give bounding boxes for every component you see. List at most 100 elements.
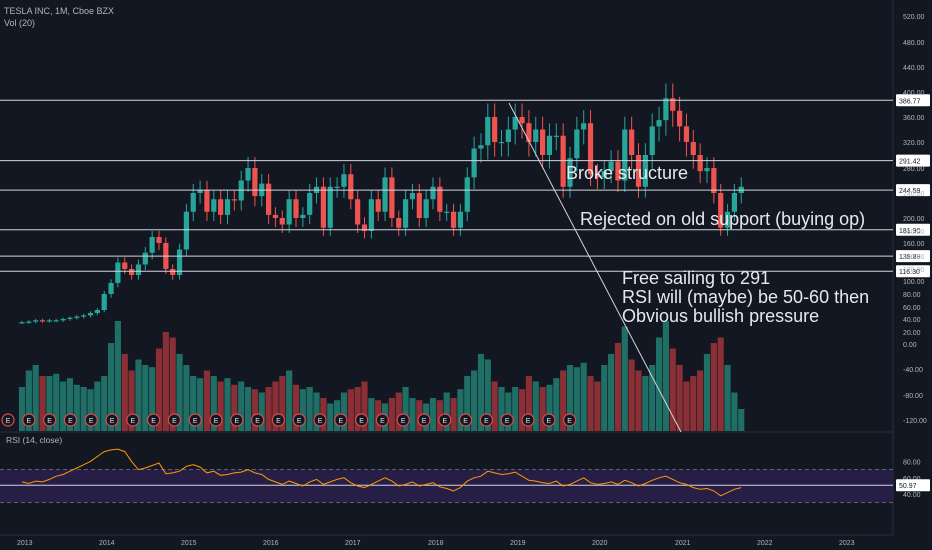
volume-bar [66, 378, 74, 431]
candle-body [375, 199, 381, 212]
earnings-icon[interactable]: E [355, 413, 369, 427]
earnings-icon[interactable]: E [521, 413, 535, 427]
time-axis-tick: 2015 [181, 540, 197, 547]
time-axis-tick: 2023 [839, 540, 855, 547]
price-axis-tick: 200.00 [903, 216, 925, 223]
earnings-icon[interactable]: E [292, 413, 306, 427]
earnings-icon[interactable]: E [105, 413, 119, 427]
earnings-icon[interactable]: E [438, 413, 452, 427]
level-price-tag [896, 184, 930, 197]
earnings-icon[interactable]: E [562, 413, 577, 427]
earnings-icon[interactable]: E [396, 413, 410, 427]
volume-bar [135, 359, 142, 431]
price-axis-tick: 160.00 [903, 241, 925, 248]
earnings-icon[interactable]: E [22, 413, 36, 427]
candle-body [341, 174, 347, 187]
candle-body [128, 269, 135, 275]
level-price-tag-text: 291.42 [899, 159, 921, 166]
time-axis-tick: 2020 [592, 540, 608, 547]
candle-body [156, 237, 162, 243]
volume-bar [518, 389, 526, 431]
candle-body [676, 110, 683, 127]
volume-bar [498, 387, 505, 431]
candle-body [265, 183, 272, 215]
candle-body [560, 135, 566, 187]
earnings-icon[interactable]: E [209, 413, 223, 427]
candle-body [46, 320, 53, 322]
volume-bar [457, 389, 464, 431]
volume-bar [690, 376, 697, 431]
volume-bar [491, 381, 498, 431]
candle-body [526, 123, 532, 142]
svg-text:E: E [567, 418, 572, 425]
volume-bar [594, 381, 601, 431]
volume-bar [443, 392, 450, 431]
earnings-icon[interactable]: E [459, 413, 473, 427]
time-axis-tick: 2016 [263, 540, 279, 547]
candle-body [204, 189, 210, 212]
earnings-icon[interactable]: E [188, 413, 202, 427]
earnings-icon[interactable]: E [417, 413, 431, 427]
candle-body [190, 193, 196, 212]
candle-body [505, 129, 511, 142]
earnings-icon[interactable]: E [42, 413, 57, 427]
volume-bar [80, 387, 87, 431]
earnings-icon[interactable]: E [542, 413, 556, 427]
earnings-icon[interactable]: E [84, 413, 98, 427]
earnings-icon[interactable]: E [167, 413, 181, 427]
candle-body [300, 214, 306, 218]
price-axis-tick: 320.00 [903, 140, 925, 147]
earnings-icon[interactable]: E [500, 413, 514, 427]
candle-body [272, 214, 279, 218]
candle-body [149, 237, 155, 253]
volume-bar [327, 403, 334, 431]
earnings-icon[interactable]: E [334, 413, 348, 427]
candle-body [279, 218, 285, 225]
candle-body [423, 199, 429, 218]
volume-bar [436, 400, 443, 431]
volume-bar [299, 389, 306, 431]
volume-bar [32, 365, 39, 431]
candle-body [60, 319, 66, 321]
earnings-icon[interactable]: E [147, 413, 161, 427]
volume-bar [217, 381, 224, 431]
volume-bar [539, 387, 546, 431]
earnings-icon[interactable]: E [375, 413, 389, 427]
rsi-indicator-label: RSI (14, close) [6, 435, 62, 445]
trendline[interactable] [508, 102, 682, 433]
candle-body [663, 98, 669, 121]
candle-body [519, 117, 525, 124]
price-axis-tick: 480.00 [903, 40, 925, 47]
volume-bar [717, 337, 724, 431]
earnings-icon[interactable]: E [126, 413, 140, 427]
svg-text:E: E [380, 418, 385, 425]
svg-text:E: E [443, 418, 448, 425]
svg-text:E: E [235, 418, 240, 425]
candle-body [81, 315, 87, 317]
earnings-icon[interactable]: E [479, 413, 493, 427]
earnings-icon[interactable]: E [251, 413, 265, 427]
rsi-value-tag-text: 50.97 [899, 483, 917, 490]
volume-bar [525, 376, 532, 431]
earnings-icon[interactable]: E [1, 413, 15, 427]
volume-bar [655, 337, 663, 431]
earnings-icon[interactable]: E [63, 413, 78, 427]
level-price-tag [896, 154, 930, 167]
earnings-icon[interactable]: E [230, 413, 244, 427]
candle-body [416, 193, 422, 218]
candle-body [293, 199, 299, 218]
volume-bar [162, 332, 169, 431]
earnings-icon[interactable]: E [271, 413, 285, 427]
volume-bar [251, 389, 258, 431]
candle-body [409, 193, 416, 200]
volume-bar [121, 354, 128, 431]
price-axis-tick: 120.00 [903, 267, 925, 274]
candle-body [629, 129, 635, 155]
volume-bar [676, 365, 683, 431]
earnings-icon[interactable]: E [313, 413, 327, 427]
candle-body [94, 310, 100, 313]
candle-body [176, 249, 183, 275]
candle-body [368, 199, 374, 231]
volume-bar [224, 378, 231, 431]
